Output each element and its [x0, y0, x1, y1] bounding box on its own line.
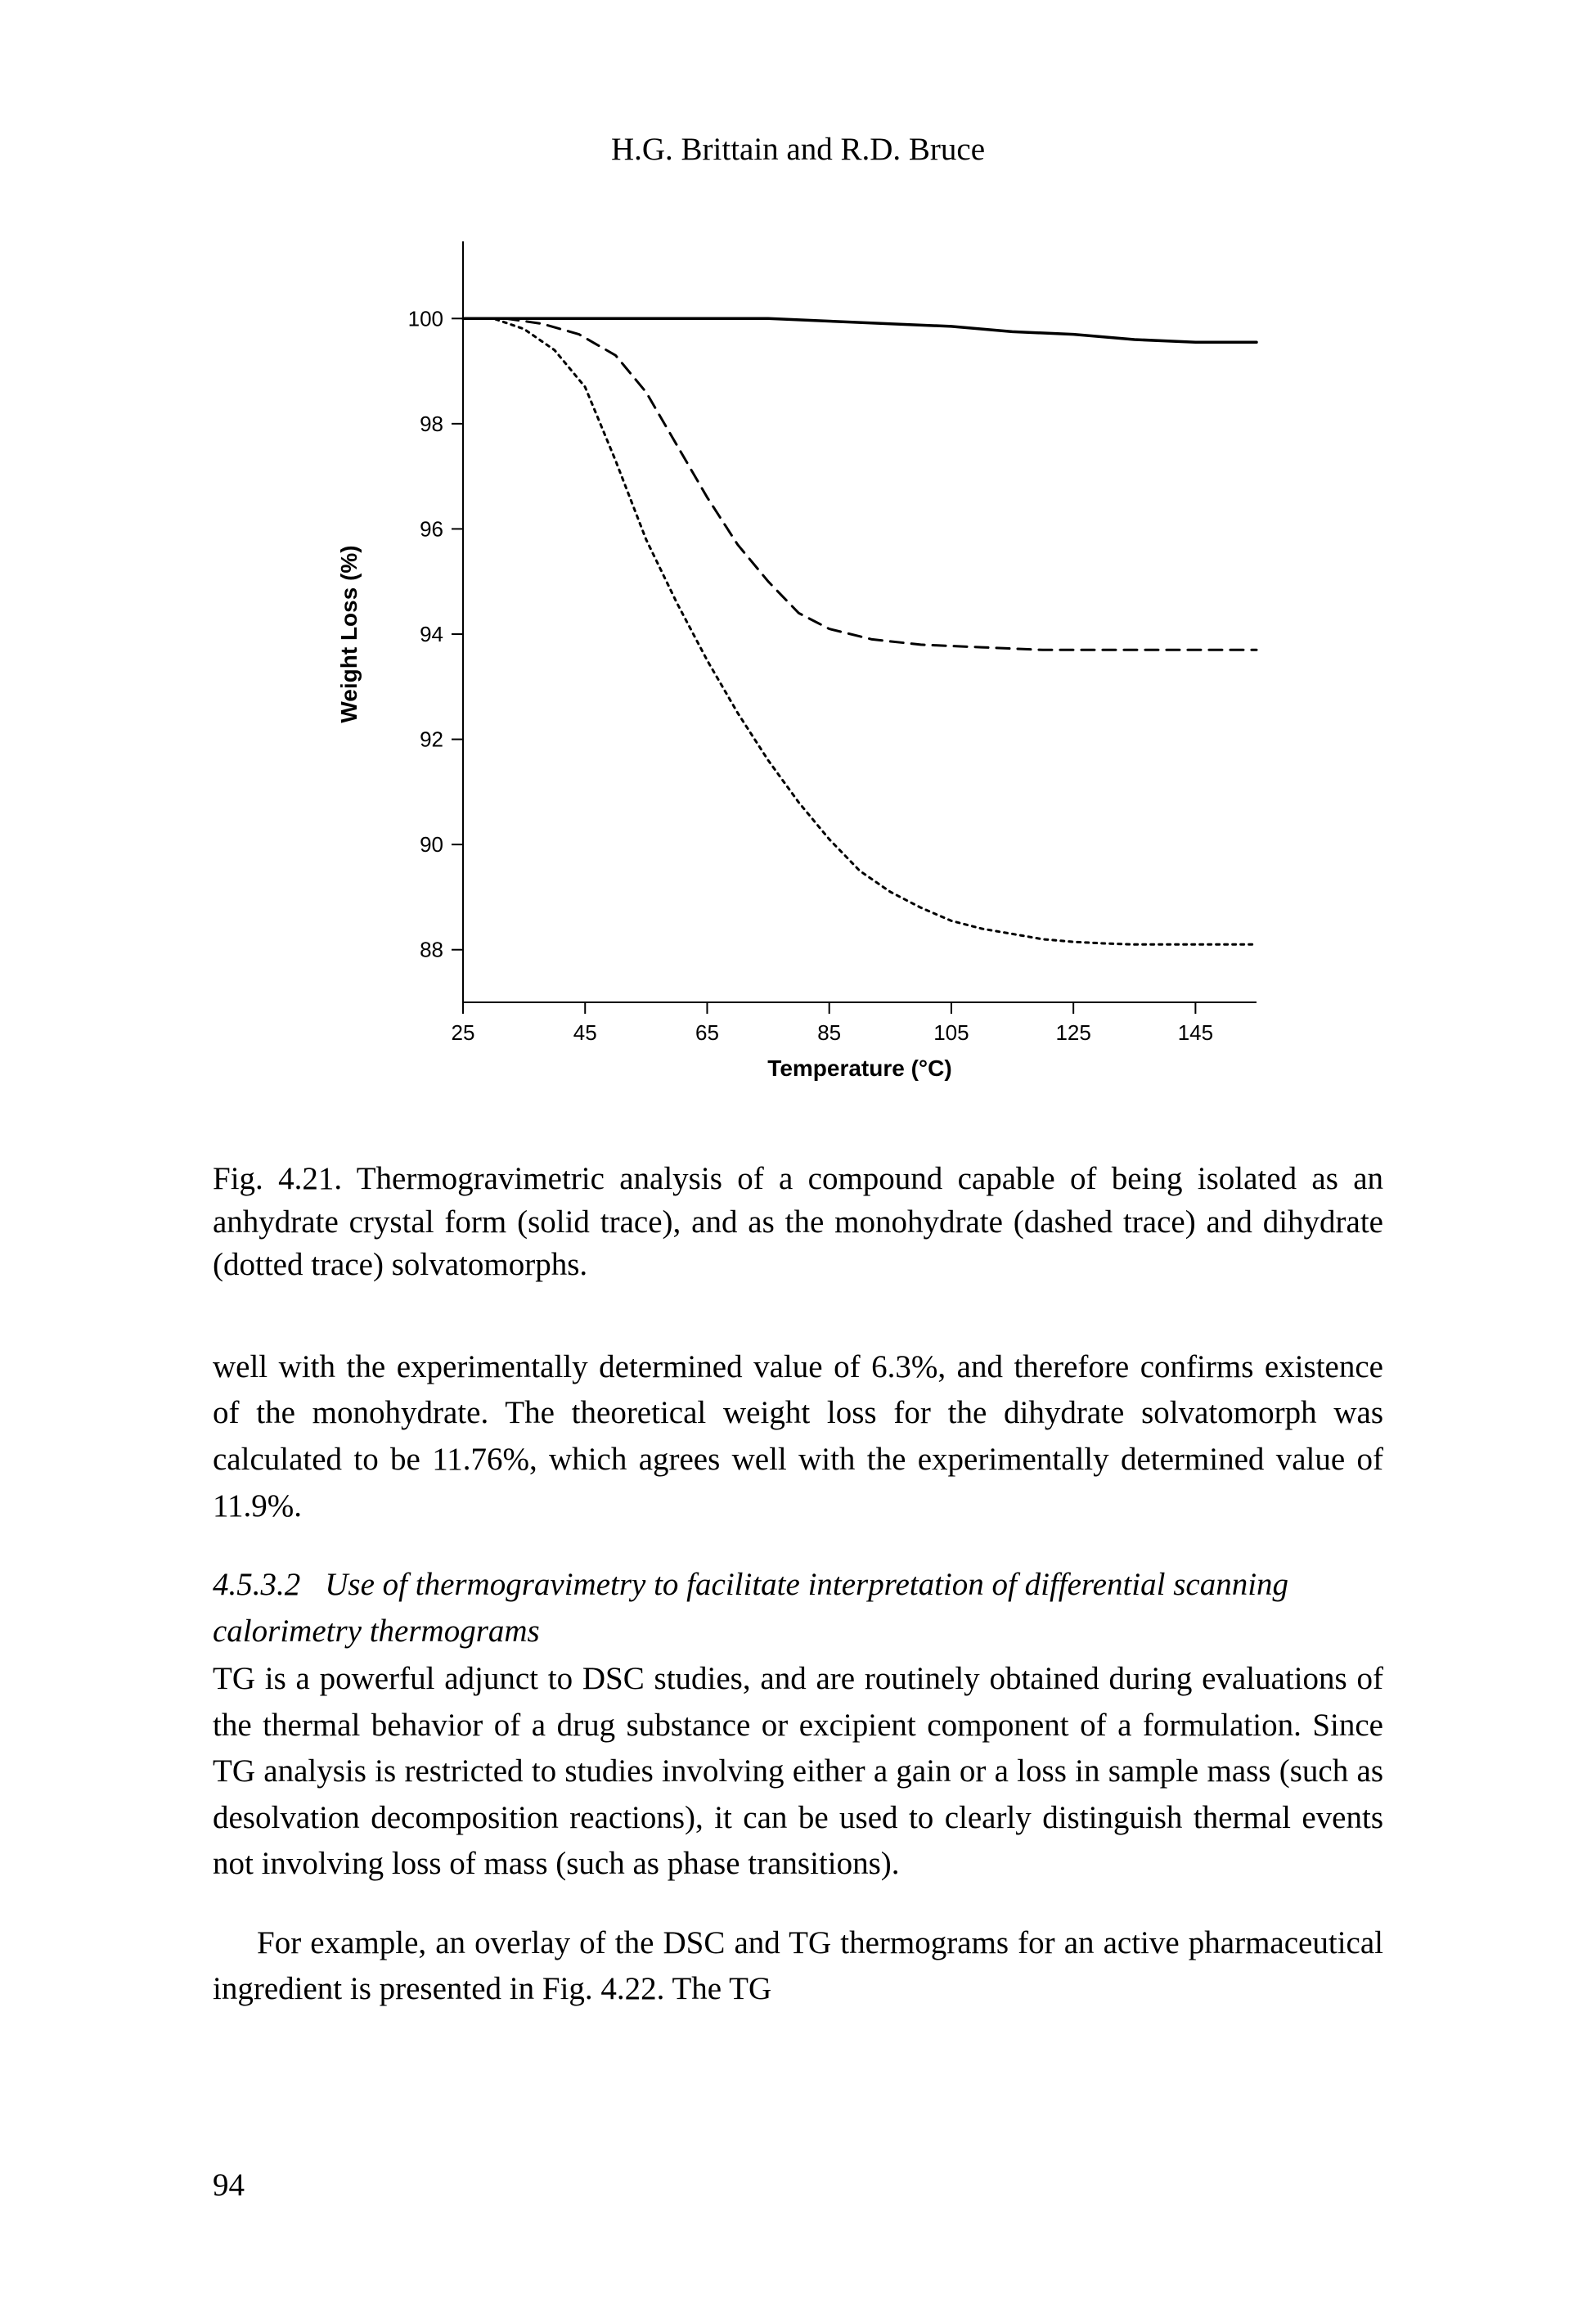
svg-text:125: 125: [1055, 1020, 1090, 1045]
chart-svg: 25 45 65 85 105 125 145 88 90 92 94 96 98 100 Weight L…: [308, 241, 1289, 1109]
page: H.G. Brittain and R.D. Bruce 25 45 65 85 105…: [0, 0, 1596, 2318]
svg-text:65: 65: [695, 1020, 719, 1045]
svg-text:98: 98: [420, 412, 443, 436]
page-number: 94: [213, 2167, 245, 2203]
svg-text:96: 96: [420, 516, 443, 541]
svg-text:145: 145: [1177, 1020, 1212, 1045]
figure-caption: Fig. 4.21. Thermogravimetric analysis of…: [213, 1158, 1383, 1287]
body-paragraph-1: well with the experimentally determined …: [213, 1344, 1383, 1529]
svg-text:100: 100: [407, 306, 443, 331]
tga-chart: 25 45 65 85 105 125 145 88 90 92 94 96 98 100 Weight L…: [308, 241, 1289, 1109]
svg-text:105: 105: [933, 1020, 969, 1045]
body-paragraph-2: TG is a powerful adjunct to DSC studies,…: [213, 1656, 1383, 1888]
svg-text:45: 45: [573, 1020, 596, 1045]
body-paragraph-3: For example, an overlay of the DSC and T…: [213, 1920, 1383, 2013]
section-title: Use of thermogravimetry to facilitate in…: [213, 1567, 1288, 1649]
svg-text:92: 92: [420, 727, 443, 752]
svg-text:94: 94: [420, 622, 443, 646]
svg-text:88: 88: [420, 938, 443, 962]
svg-text:90: 90: [420, 832, 443, 857]
svg-text:Weight Loss (%): Weight Loss (%): [336, 545, 362, 722]
svg-text:85: 85: [817, 1020, 841, 1045]
svg-text:25: 25: [451, 1020, 474, 1045]
section-heading: 4.5.3.2Use of thermogravimetry to facili…: [213, 1562, 1383, 1654]
section-number: 4.5.3.2: [213, 1567, 300, 1602]
running-head: H.G. Brittain and R.D. Bruce: [213, 131, 1383, 168]
svg-text:Temperature (°C): Temperature (°C): [767, 1055, 951, 1081]
